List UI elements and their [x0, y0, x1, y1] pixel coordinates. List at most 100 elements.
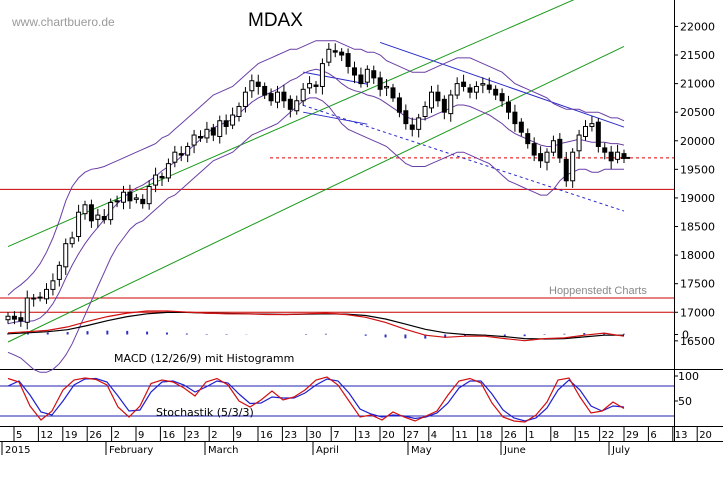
price-tick-label: 21000: [680, 78, 715, 91]
stochastic-panel: 50 100: [0, 370, 699, 423]
date-tick-label: 2: [211, 430, 217, 441]
candle-body: [108, 202, 114, 221]
stochastic-d-line: [7, 377, 625, 422]
month-label: April: [316, 445, 339, 456]
price-tick-label: 20000: [680, 135, 715, 148]
watermark: www.chartbuero.de: [11, 15, 115, 29]
date-tick-label: 11: [455, 430, 468, 441]
candle-body: [133, 197, 139, 200]
candle-body: [153, 174, 159, 186]
candle-body: [319, 63, 325, 87]
stoch-tick-label: 50: [678, 395, 692, 408]
lower-green-channel: [7, 45, 625, 343]
candle-body: [31, 297, 37, 300]
candle-body: [204, 128, 210, 139]
candlesticks: [5, 43, 630, 330]
month-label: May: [411, 445, 432, 456]
macd-line: [7, 310, 625, 342]
candle-body: [454, 83, 460, 96]
candle-body: [518, 121, 524, 133]
candle-body: [326, 48, 332, 63]
month-label: March: [208, 445, 238, 456]
candle-body: [512, 111, 518, 125]
candle-body: [24, 297, 30, 323]
price-tick-label: 18000: [680, 249, 715, 262]
date-tick-label: 30: [309, 430, 322, 441]
candle-body: [178, 153, 184, 156]
candle-body: [5, 315, 11, 321]
candle-body: [390, 87, 396, 99]
chart-title: MDAX: [248, 10, 303, 31]
candle-body: [223, 120, 229, 127]
date-tick-label: 22: [602, 430, 615, 441]
panel-frames: [0, 0, 723, 442]
date-tick-label: 20: [699, 430, 712, 441]
candle-body: [76, 211, 82, 238]
candle-body: [191, 134, 197, 146]
candle-body: [435, 91, 441, 102]
candle-body: [140, 198, 146, 205]
candle-body: [352, 67, 357, 76]
price-tick-label: 19500: [680, 163, 715, 176]
candle-body: [550, 140, 556, 153]
candle-body: [114, 200, 120, 203]
candle-body: [217, 120, 223, 137]
candle-body: [332, 50, 338, 53]
date-tick-label: 13: [675, 430, 688, 441]
candle-body: [287, 98, 293, 110]
candle-body: [294, 100, 300, 112]
candle-body: [268, 93, 274, 102]
date-tick-label: 7: [333, 430, 339, 441]
candle-body: [50, 280, 56, 290]
candle-body: [281, 91, 287, 102]
price-tick-label: 20500: [680, 106, 715, 119]
price-tick-label: 17500: [680, 278, 715, 291]
candle-body: [37, 296, 43, 299]
date-tick-label: 4: [431, 430, 437, 441]
candle-body: [396, 97, 402, 113]
candle-body: [377, 77, 383, 90]
month-label: June: [503, 445, 526, 456]
trendlines: [0, 0, 674, 343]
bollinger-lower: [7, 97, 624, 373]
candle-body: [262, 85, 268, 96]
candle-body: [44, 288, 49, 300]
candle-body: [172, 151, 178, 163]
date-tick-label: 29: [626, 430, 639, 441]
candle-body: [146, 186, 152, 205]
candle-body: [525, 133, 531, 145]
date-tick-label: 6: [650, 430, 656, 441]
candle-body: [473, 85, 479, 93]
candle-body: [615, 151, 621, 160]
candle-body: [63, 243, 69, 268]
candle-body: [576, 134, 582, 152]
candle-body: [56, 264, 62, 280]
candle-body: [230, 114, 236, 126]
candle-body: [364, 68, 370, 83]
price-tick-label: 19000: [680, 192, 715, 205]
macd-label: MACD (12/26/9) mit Histogramm: [114, 352, 294, 365]
candle-body: [69, 237, 75, 245]
candle-body: [493, 88, 499, 96]
candle-body: [538, 153, 544, 162]
candle-body: [448, 94, 454, 115]
macd-panel: 0: [7, 310, 689, 342]
candle-body: [307, 83, 313, 89]
candle-body: [416, 117, 422, 130]
candle-body: [159, 175, 165, 179]
date-tick-label: 18: [480, 430, 493, 441]
date-tick-label: 23: [284, 430, 297, 441]
candle-body: [499, 93, 505, 102]
candle-body: [602, 147, 608, 153]
candle-body: [544, 151, 550, 163]
price-tick-label: 21500: [680, 49, 715, 62]
macd-tick-label: 0: [682, 329, 689, 342]
price-tick-label: 18500: [680, 221, 715, 234]
candle-body: [339, 51, 345, 56]
candle-body: [429, 91, 434, 109]
candle-body: [249, 80, 255, 92]
candle-body: [95, 214, 101, 220]
month-label: 2015: [5, 445, 30, 456]
y-axis-ticks: 16500 17000 17500 18000 18500 19000 19500 20000…: [674, 20, 715, 348]
date-tick-label: 19: [65, 430, 78, 441]
